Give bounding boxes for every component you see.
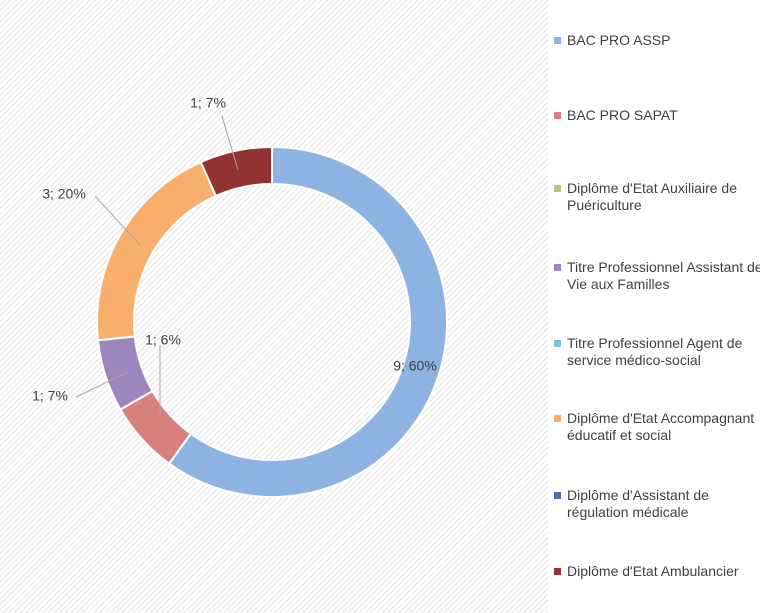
legend-swatch [554, 264, 561, 271]
legend-item: Diplôme d'Assistant de régulation médica… [554, 487, 760, 521]
legend-label: Diplôme d'Etat Ambulancier [567, 563, 739, 579]
donut-segment [167, 145, 448, 498]
legend-swatch [554, 492, 561, 499]
legend-swatch [554, 37, 561, 44]
donut-segment [96, 160, 218, 342]
legend-swatch [554, 340, 561, 347]
legend-label: Titre Professionnel Agent de service méd… [567, 335, 743, 368]
legend-item: BAC PRO ASSP [554, 32, 760, 49]
legend-item: Diplôme d'Etat Ambulancier [554, 563, 760, 580]
data-label: 1; 6% [145, 332, 181, 348]
data-label: 3; 20% [42, 186, 86, 202]
legend-item: Titre Professionnel Assistant de Vie aux… [554, 259, 760, 293]
plot: 9; 60% 1; 6% 1; 7% 3; 20% 1; 7% [32, 95, 448, 498]
legend-item: Titre Professionnel Agent de service méd… [554, 335, 760, 369]
legend-label: Diplôme d'Assistant de régulation médica… [567, 487, 709, 520]
legend-swatch [554, 568, 561, 575]
legend: BAC PRO ASSP BAC PRO SAPAT Diplôme d'Etat … [548, 0, 760, 613]
data-label: 9; 60% [393, 358, 437, 374]
legend-label: Titre Professionnel Assistant de Vie aux… [567, 259, 760, 292]
legend-label: BAC PRO ASSP [567, 32, 671, 48]
legend-swatch [554, 415, 561, 422]
leader-line [75, 371, 129, 398]
legend-item: Diplôme d'Etat Accompagnant éducatif et … [554, 410, 760, 444]
legend-label: BAC PRO SAPAT [567, 107, 678, 123]
legend-swatch [554, 112, 561, 119]
data-label: 1; 7% [190, 95, 226, 111]
legend-item: Diplôme d'Etat Auxiliaire de Puéricultur… [554, 180, 760, 214]
legend-label: Diplôme d'Etat Auxiliaire de Puéricultur… [567, 180, 737, 213]
legend-swatch [554, 185, 561, 192]
leader-line [94, 195, 141, 246]
donut-segment [199, 145, 273, 198]
leader-line [221, 115, 239, 171]
legend-label: Diplôme d'Etat Accompagnant éducatif et … [567, 410, 755, 443]
legend-item: BAC PRO SAPAT [554, 107, 760, 124]
data-label: 1; 7% [32, 388, 68, 404]
